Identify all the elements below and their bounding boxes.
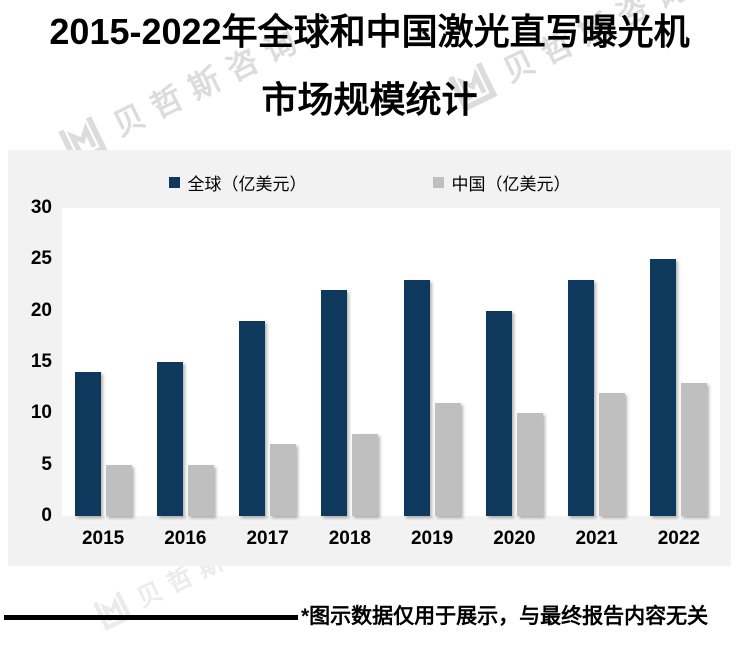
bar-group-2019 — [391, 208, 473, 516]
bar-china-2019 — [434, 403, 461, 516]
bar-china-2020 — [516, 413, 543, 516]
bar-group-2017 — [227, 208, 309, 516]
x-axis-labels: 2015 2016 2017 2018 2019 2020 2021 2022 — [62, 528, 720, 550]
y-tick-label: 15 — [30, 351, 52, 372]
bar-global-2020 — [485, 310, 512, 516]
bar-china-2018 — [352, 433, 379, 516]
bar-china-2021 — [599, 392, 626, 516]
x-tick-label: 2018 — [328, 528, 372, 549]
bar-china-2022 — [681, 382, 708, 516]
footer-divider-line — [4, 615, 298, 620]
legend-label: 中国（亿美元） — [451, 175, 571, 194]
y-tick-label: 5 — [41, 453, 52, 475]
y-tick-label: 10 — [30, 402, 52, 424]
bar-group-2016 — [144, 208, 226, 516]
x-tick-label: 2017 — [246, 528, 289, 549]
y-tick-label: 20 — [30, 299, 52, 321]
x-tick-label: 2020 — [493, 528, 536, 549]
y-tick-label: 0 — [41, 505, 52, 526]
x-tick-label: 2019 — [410, 528, 454, 549]
x-tick-label: 2015 — [81, 528, 125, 549]
x-tick-label: 2016 — [164, 528, 207, 549]
bar-group-2021 — [556, 208, 638, 516]
x-tick-label: 2022 — [657, 528, 701, 549]
legend: 全球（亿美元） 中国（亿美元） — [8, 170, 731, 195]
bar-china-2016 — [187, 464, 214, 516]
bar-global-2019 — [403, 279, 430, 516]
chart-area: 全球（亿美元） 中国（亿美元） 0 5 10 15 20 25 30 2015 2016 2017… — [8, 150, 731, 566]
bar-global-2018 — [321, 290, 348, 516]
legend-item-1: 中国（亿美元） — [432, 170, 571, 195]
chart-title-line1: 2015-2022年全球和中国激光直写曝光机 — [49, 11, 690, 52]
bar-global-2015 — [74, 372, 101, 516]
bar-group-2018 — [309, 208, 391, 516]
bar-global-2022 — [650, 259, 677, 516]
y-tick-label: 25 — [30, 248, 52, 270]
x-tick-label: 2021 — [575, 528, 618, 549]
bar-group-2022 — [638, 208, 720, 516]
legend-label: 全球（亿美元） — [187, 175, 307, 194]
watermark-logo-icon — [93, 591, 133, 631]
bar-global-2021 — [568, 279, 595, 516]
chart-title-line2: 市场规模统计 — [261, 79, 478, 120]
footnote: *图示数据仅用于展示，与最终报告内容无关 — [301, 605, 709, 628]
bar-china-2017 — [270, 444, 297, 516]
plot-area — [62, 208, 720, 516]
bar-group-2015 — [62, 208, 144, 516]
legend-item-0: 全球（亿美元） — [168, 170, 307, 195]
bar-global-2016 — [156, 362, 183, 516]
legend-swatch-icon — [432, 177, 444, 188]
y-tick-label: 30 — [30, 197, 52, 218]
bar-group-2020 — [473, 208, 555, 516]
bar-global-2017 — [239, 320, 266, 516]
legend-swatch-icon — [168, 177, 180, 188]
bar-china-2015 — [105, 464, 132, 516]
chart-title: 2015-2022年全球和中国激光直写曝光机 市场规模统计 — [0, 12, 739, 118]
